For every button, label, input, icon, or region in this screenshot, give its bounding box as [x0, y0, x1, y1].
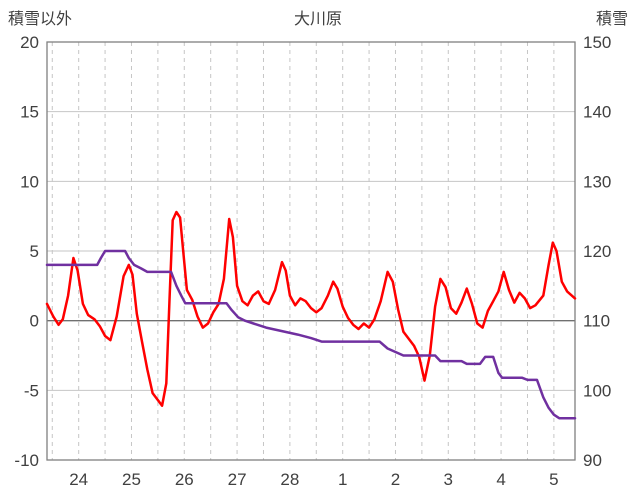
series-line-red [45, 210, 577, 407]
left-axis-tick-label: 5 [30, 242, 39, 261]
x-axis-tick-label: 25 [122, 470, 141, 489]
left-axis-tick-label: 20 [20, 33, 39, 52]
x-axis-tick-label: 26 [175, 470, 194, 489]
left-axis-tick-label: -5 [24, 381, 39, 400]
right-axis-title: 積雪 [595, 11, 628, 28]
chart-title: 大川原 [293, 11, 342, 28]
x-axis-tick-label: 24 [69, 470, 88, 489]
x-axis-tick-label: 27 [228, 470, 247, 489]
x-axis-tick-label: 2 [391, 470, 400, 489]
right-axis-tick-label: 110 [583, 312, 610, 331]
left-axis-tick-label: -10 [14, 451, 39, 470]
left-axis-tick-label: 15 [20, 103, 39, 122]
right-axis-tick-label: 120 [583, 242, 611, 261]
left-axis-tick-label: 10 [20, 172, 39, 191]
right-axis-tick-label: 100 [583, 381, 611, 400]
right-axis-tick-label: 150 [583, 33, 611, 52]
x-axis-tick-label: 5 [549, 470, 558, 489]
x-axis-tick-label: 3 [444, 470, 453, 489]
series-line-purple [45, 249, 577, 420]
right-axis-tick-label: 90 [583, 451, 602, 470]
plot-frame [46, 41, 576, 461]
left-axis-tick-label: 0 [30, 312, 39, 331]
left-axis-title: 積雪以外 [8, 11, 73, 28]
x-axis-tick-label: 4 [496, 470, 505, 489]
right-axis-tick-label: 140 [583, 103, 611, 122]
x-axis-tick-label: 28 [280, 470, 299, 489]
right-axis-tick-label: 130 [583, 172, 611, 191]
x-axis-tick-label: 1 [338, 470, 347, 489]
